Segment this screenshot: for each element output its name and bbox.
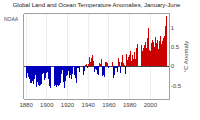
svg-text:1920: 1920	[61, 102, 75, 108]
svg-text:NOAA: NOAA	[4, 16, 19, 22]
svg-text:1900: 1900	[40, 102, 54, 108]
svg-text:-0.5: -0.5	[171, 83, 182, 89]
svg-text:1940: 1940	[82, 102, 96, 108]
svg-text:0.5: 0.5	[171, 44, 180, 50]
svg-text:1880: 1880	[19, 102, 33, 108]
svg-text:Global Land and Ocean Temperat: Global Land and Ocean Temperature Anomal…	[13, 2, 181, 8]
svg-text:1980: 1980	[123, 102, 137, 108]
svg-text:1: 1	[171, 25, 175, 31]
svg-text:0: 0	[171, 63, 175, 69]
svg-text:2000: 2000	[144, 102, 158, 108]
svg-text:1960: 1960	[102, 102, 116, 108]
svg-text:°C Anomaly: °C Anomaly	[183, 41, 189, 72]
